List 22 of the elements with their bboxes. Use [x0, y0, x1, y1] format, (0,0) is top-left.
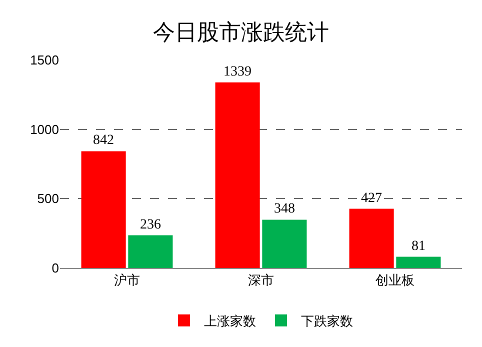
- bar: [262, 220, 307, 268]
- y-tick-label: 500: [37, 191, 59, 206]
- y-tick-label: 0: [52, 260, 59, 276]
- y-tick-label: 1500: [30, 52, 59, 68]
- bar: [81, 151, 126, 268]
- bar: [349, 208, 394, 268]
- x-tick-label: 沪市: [114, 272, 140, 288]
- bar: [215, 82, 260, 268]
- chart-title: 今日股市涨跌统计: [153, 20, 329, 45]
- legend-label: 下跌家数: [301, 313, 353, 328]
- data-label: 236: [140, 217, 161, 232]
- data-label: 348: [274, 202, 295, 217]
- x-tick-label: 深市: [248, 272, 274, 288]
- data-label: 1339: [224, 64, 252, 80]
- bar: [128, 235, 173, 268]
- bar: [396, 256, 441, 268]
- data-label: 842: [93, 133, 114, 148]
- y-tick-label: 1000: [30, 122, 59, 137]
- data-label: 81: [411, 238, 426, 254]
- data-label: 427: [361, 190, 382, 206]
- x-tick-label: 创业板: [376, 272, 414, 288]
- legend-label: 上涨家数: [204, 313, 256, 328]
